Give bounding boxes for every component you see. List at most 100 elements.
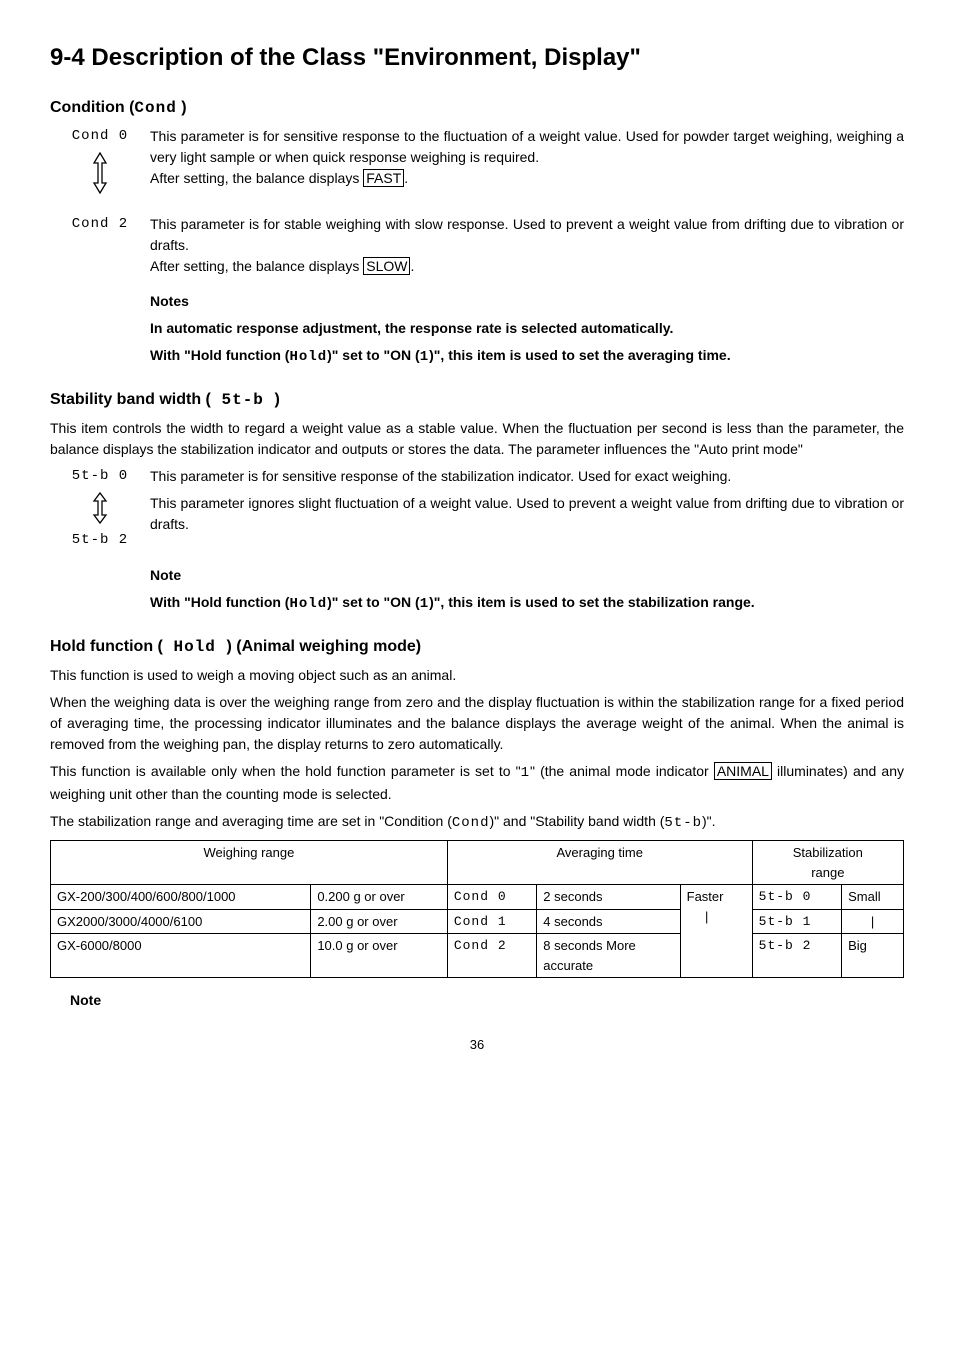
notes-p2e: )", this item is used to set the averagi… [429, 347, 731, 363]
animal-box: ANIMAL [714, 762, 772, 780]
hold-p4a: The stabilization range and averaging ti… [50, 813, 452, 829]
cond0-text1: This parameter is for sensitive response… [150, 128, 904, 165]
hold-p3a: This function is available only when the… [50, 763, 521, 779]
cond0-row: Cond 0 This parameter is for sensitive r… [50, 126, 904, 200]
page-number: 36 [50, 1035, 904, 1055]
hold-heading: Hold function ( Hold ) (Animal weighing … [50, 635, 904, 659]
notes-p1: In automatic response adjustment, the re… [150, 320, 673, 336]
cond2-row: Cond 2 This parameter is for stable weig… [50, 214, 904, 277]
table-h1: Weighing range [51, 841, 448, 885]
table-r2c5: 5t-b 1 [752, 909, 841, 934]
table-faster-col: Faster | [680, 885, 752, 978]
notes-p2d: 1 [420, 349, 429, 365]
hold-p2: When the weighing data is over the weigh… [50, 692, 904, 755]
stability-note-e: )", this item is used to set the stabili… [429, 594, 755, 610]
stabilization-table: Weighing range Averaging time Stabilizat… [50, 840, 904, 978]
stability-note-label: Note [150, 567, 181, 583]
cond2-text2a: After setting, the balance displays [150, 258, 363, 274]
cond2-left: Cond 2 [50, 214, 150, 235]
footer-note: Note [70, 992, 101, 1008]
stb2-text: This parameter ignores slight fluctuatio… [150, 493, 904, 535]
table-r1c2: 0.200 g or over [311, 885, 448, 910]
stb0-label: 5t-b 0 [50, 466, 150, 487]
table-h3a: Stabilization [793, 845, 863, 860]
notes-label: Notes [150, 293, 189, 309]
table-r3c6: Big [842, 934, 904, 978]
stb0-text: This parameter is for sensitive response… [150, 466, 904, 487]
table-r3c4: 8 seconds More accurate [537, 934, 680, 978]
cond0-desc: This parameter is for sensitive response… [150, 126, 904, 189]
table-r3c4b: accurate [543, 958, 593, 973]
table-r3c2: 10.0 g or over [311, 934, 448, 978]
hold-p3-one: 1 [521, 765, 530, 781]
table-r1c6: Small [842, 885, 904, 910]
page-title: 9-4 Description of the Class "Environmen… [50, 40, 904, 76]
condition-notes: Notes In automatic response adjustment, … [150, 291, 904, 368]
hold-p4seg1: Cond [452, 815, 490, 831]
condition-heading-a: Condition ( [50, 99, 134, 116]
notes-p2c: )" set to "ON ( [327, 347, 420, 363]
hold-p4: The stabilization range and averaging ti… [50, 811, 904, 834]
condition-heading: Condition (Cond ) [50, 96, 904, 120]
slow-box: SLOW [363, 257, 410, 275]
table-r3c4a: 8 seconds More [543, 938, 636, 953]
cond0-text2a: After setting, the balance displays [150, 170, 363, 186]
table-r2c3: Cond 1 [447, 909, 536, 934]
table-row: GX-200/300/400/600/800/1000 0.200 g or o… [51, 885, 904, 910]
table-r1c1: GX-200/300/400/600/800/1000 [51, 885, 311, 910]
cond2-label: Cond 2 [50, 214, 150, 235]
hold-heading-seg: Hold [163, 638, 227, 656]
stability-heading-b: ) [275, 391, 280, 408]
stability-heading: Stability band width ( 5t-b ) [50, 388, 904, 412]
updown-arrow-icon [50, 491, 150, 530]
table-r3c5: 5t-b 2 [752, 934, 841, 978]
condition-heading-close: ) [177, 99, 187, 116]
table-r2c2: 2.00 g or over [311, 909, 448, 934]
stability-heading-a: Stability band width ( [50, 391, 211, 408]
table-r1c3: Cond 0 [447, 885, 536, 910]
cond0-left: Cond 0 [50, 126, 150, 200]
table-h3b: range [811, 865, 844, 880]
hold-p4c: )". [702, 813, 716, 829]
hold-p3b: " (the animal mode indicator [530, 763, 714, 779]
table-r1c5: 5t-b 0 [752, 885, 841, 910]
stability-note-c: )" set to "ON ( [327, 594, 420, 610]
stb-left: 5t-b 0 5t-b 2 [50, 466, 150, 551]
cond0-text2b: . [404, 170, 408, 186]
stb0-row: 5t-b 0 5t-b 2 This parameter is for sens… [50, 466, 904, 551]
stability-note-b: Hold [289, 596, 327, 612]
table-r1c4: 2 seconds [537, 885, 680, 910]
table-row: GX2000/3000/4000/6100 2.00 g or over Con… [51, 909, 904, 934]
condition-heading-seg: Cond [134, 99, 176, 117]
notes-p2b: Hold [289, 349, 327, 365]
stability-note: Note With "Hold function (Hold)" set to … [150, 565, 904, 615]
table-r3c3: Cond 2 [447, 934, 536, 978]
stability-note-a: With "Hold function ( [150, 594, 289, 610]
table-r2c1: GX2000/3000/4000/6100 [51, 909, 311, 934]
notes-p2a: With "Hold function ( [150, 347, 289, 363]
table-r2c6: | [842, 909, 904, 934]
stability-heading-seg: 5t-b [211, 391, 275, 409]
cond0-label: Cond 0 [50, 126, 150, 147]
hold-p4seg2: 5t-b [664, 815, 702, 831]
hold-heading-b: ) (Animal weighing mode) [226, 638, 421, 655]
updown-arrow-icon [50, 151, 150, 200]
hold-p4b: )" and "Stability band width ( [489, 813, 664, 829]
table-r2c4: 4 seconds [537, 909, 680, 934]
hold-p1: This function is used to weigh a moving … [50, 665, 904, 686]
cond2-desc: This parameter is for stable weighing wi… [150, 214, 904, 277]
table-faster: Faster [687, 889, 724, 904]
fast-box: FAST [363, 169, 404, 187]
table-row: GX-6000/8000 10.0 g or over Cond 2 8 sec… [51, 934, 904, 978]
stb-desc: This parameter is for sensitive response… [150, 466, 904, 541]
table-pipe: | [687, 907, 727, 927]
table-header-row: Weighing range Averaging time Stabilizat… [51, 841, 904, 885]
stb2-label: 5t-b 2 [50, 530, 150, 551]
cond2-text2b: . [410, 258, 414, 274]
table-r3c1: GX-6000/8000 [51, 934, 311, 978]
stability-note-d: 1 [420, 596, 429, 612]
table-h3: Stabilization range [752, 841, 903, 885]
stability-intro: This item controls the width to regard a… [50, 418, 904, 460]
hold-heading-a: Hold function ( [50, 638, 163, 655]
table-h2: Averaging time [447, 841, 752, 885]
